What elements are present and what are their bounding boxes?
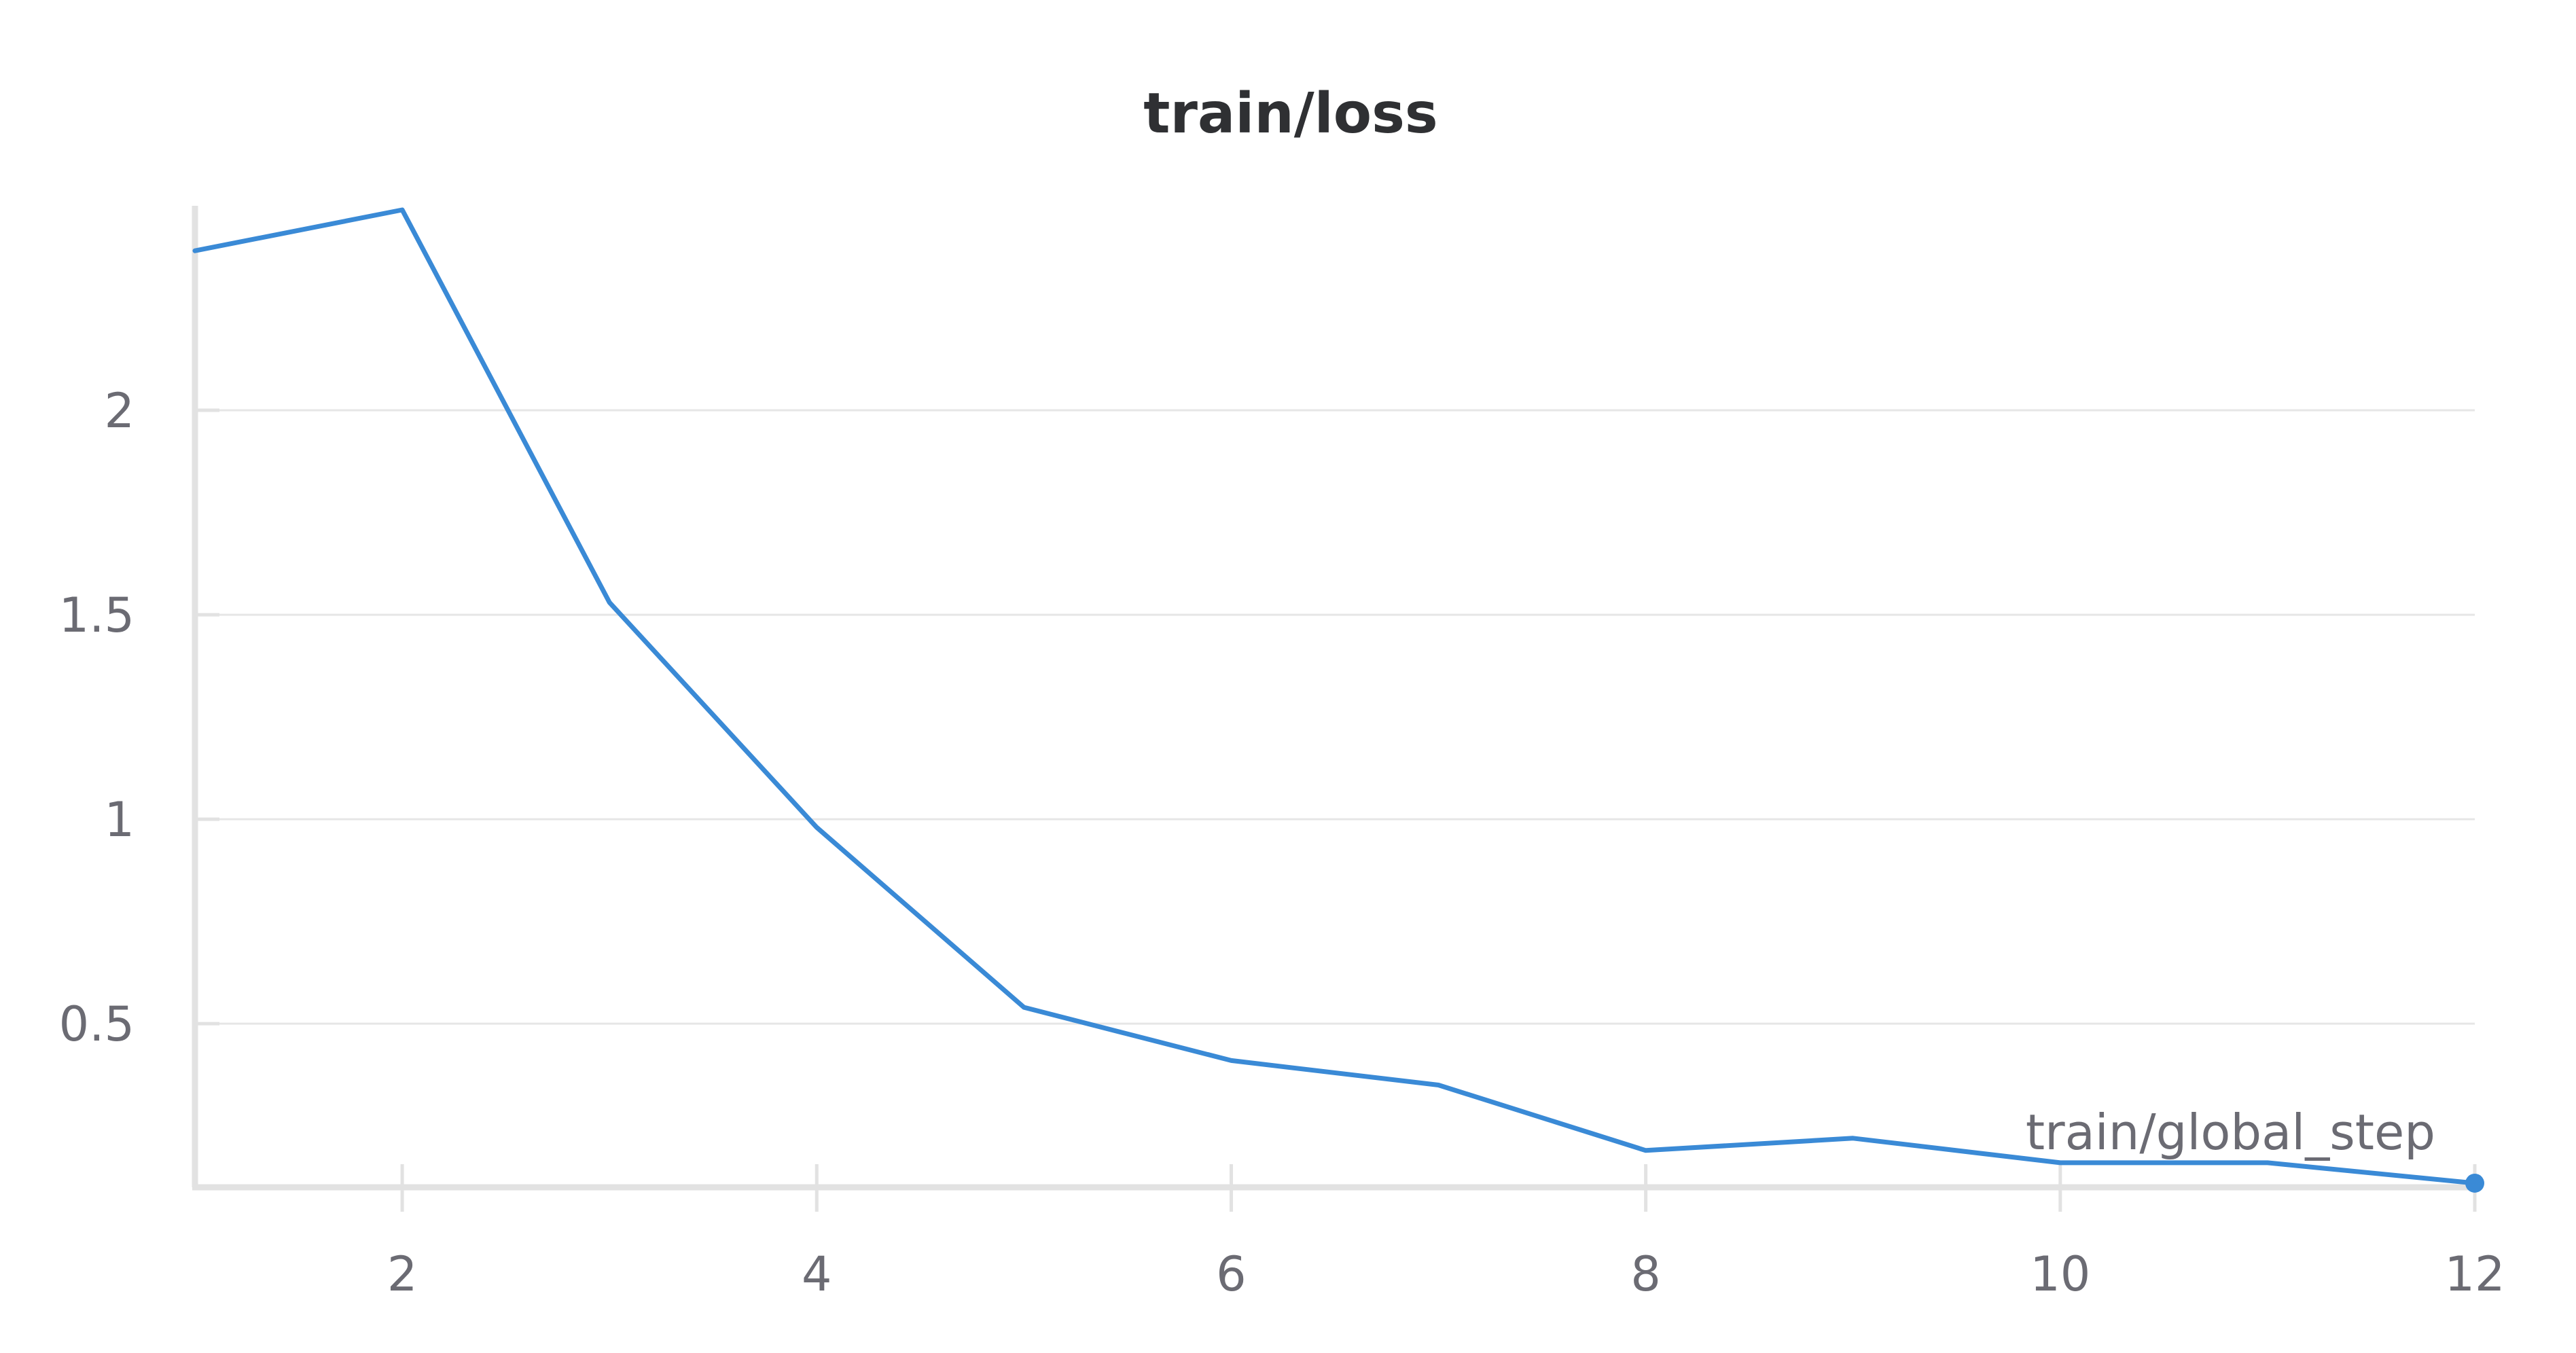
x-tick-label: 8	[1630, 1246, 1661, 1302]
gridlines	[195, 409, 2475, 1025]
series-line	[192, 207, 2477, 1186]
y-tick-label: 0.5	[59, 996, 135, 1052]
x-tick-label: 4	[802, 1246, 832, 1302]
y-tick-label: 2	[104, 383, 135, 439]
y-tick-label: 1.5	[59, 588, 135, 643]
y-tick-label: 1	[104, 792, 135, 848]
series-group	[192, 207, 2484, 1193]
x-tick-label: 2	[387, 1246, 418, 1302]
x-axis-ticks: 2 4 6 8 10 12	[387, 1164, 2505, 1302]
axes	[192, 206, 2475, 1191]
x-axis-label: train/global_step	[2026, 1104, 2435, 1161]
x-tick-label: 10	[2030, 1246, 2090, 1302]
y-axis-ticks: 0.5 1 1.5 2	[59, 383, 219, 1052]
chart-title: train/loss	[1143, 82, 1437, 146]
x-tick-label: 12	[2444, 1246, 2505, 1302]
x-tick-label: 6	[1216, 1246, 1247, 1302]
last-point-marker	[2465, 1173, 2484, 1193]
